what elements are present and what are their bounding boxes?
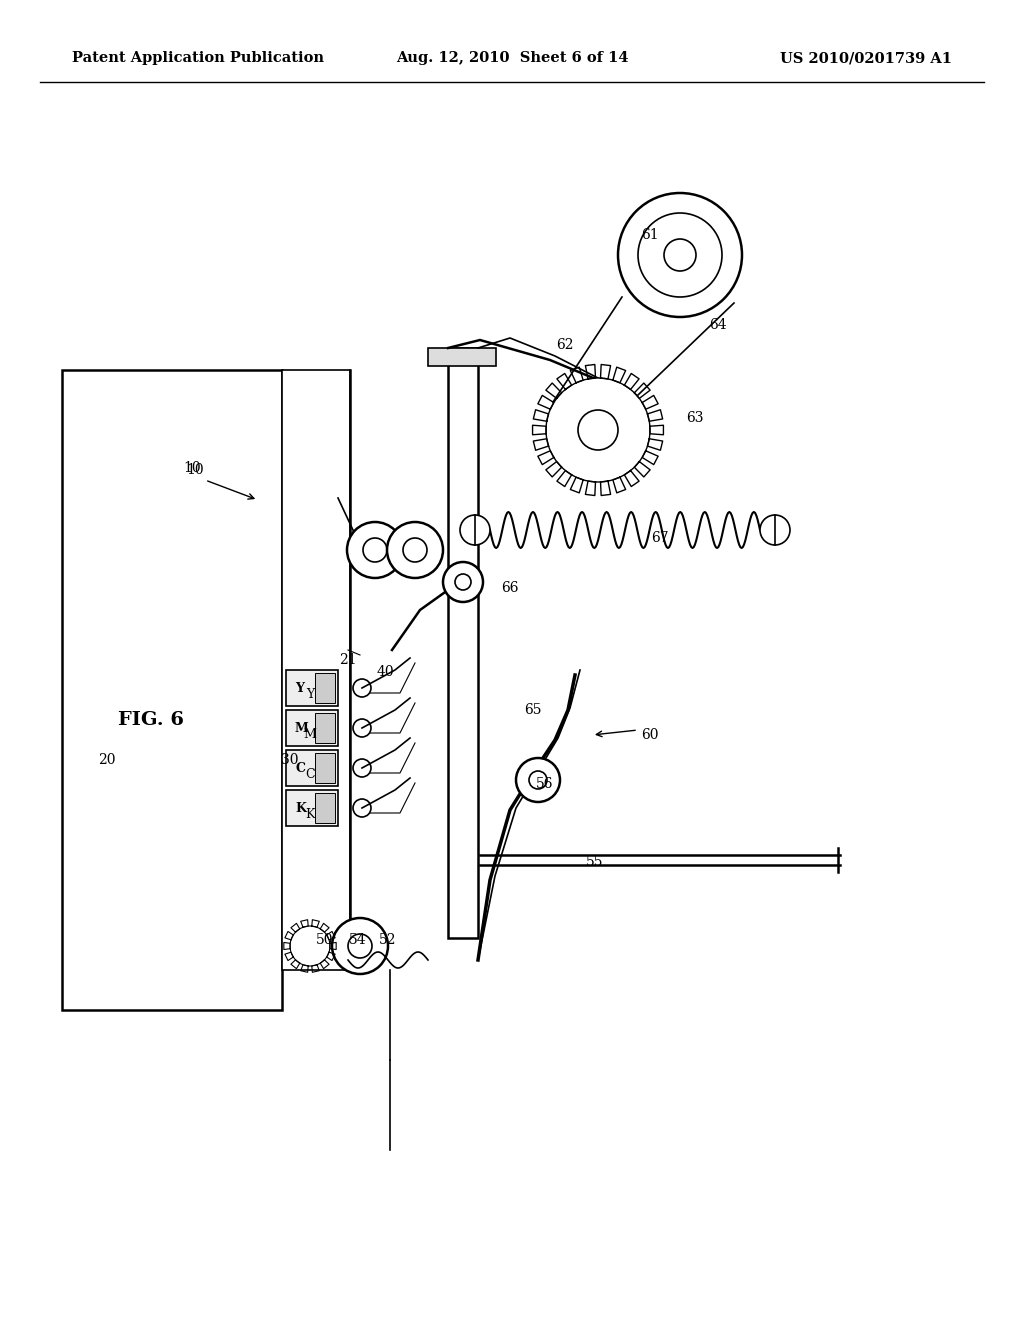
Text: 30: 30 <box>282 752 299 767</box>
Text: 67: 67 <box>651 531 669 545</box>
Text: 52: 52 <box>379 933 396 946</box>
Circle shape <box>298 935 322 958</box>
Circle shape <box>563 395 633 465</box>
Text: 50: 50 <box>316 933 334 946</box>
Text: 55: 55 <box>587 855 604 869</box>
Text: 10: 10 <box>186 463 204 477</box>
Text: 56: 56 <box>537 777 554 791</box>
Text: 20: 20 <box>98 752 116 767</box>
Text: K: K <box>305 808 314 821</box>
Circle shape <box>618 193 742 317</box>
Circle shape <box>443 562 483 602</box>
Bar <box>315 673 335 704</box>
Circle shape <box>664 239 696 271</box>
Text: 62: 62 <box>556 338 573 352</box>
Circle shape <box>353 678 371 697</box>
Circle shape <box>760 515 790 545</box>
Circle shape <box>347 521 403 578</box>
Text: Patent Application Publication: Patent Application Publication <box>72 51 324 65</box>
Circle shape <box>638 213 722 297</box>
Text: 63: 63 <box>686 411 703 425</box>
Text: 21: 21 <box>339 653 356 667</box>
Bar <box>62 370 282 1010</box>
Circle shape <box>353 799 371 817</box>
Bar <box>286 789 338 826</box>
Text: US 2010/0201739 A1: US 2010/0201739 A1 <box>780 51 952 65</box>
Circle shape <box>460 515 490 545</box>
Circle shape <box>529 771 547 789</box>
Text: FIG. 6: FIG. 6 <box>118 711 184 729</box>
Text: 10: 10 <box>183 461 201 475</box>
Circle shape <box>362 539 387 562</box>
Text: Y: Y <box>306 689 314 701</box>
Circle shape <box>546 378 650 482</box>
Bar <box>428 348 496 366</box>
Circle shape <box>290 927 330 966</box>
Text: 60: 60 <box>641 729 658 742</box>
Text: M: M <box>295 722 309 734</box>
Bar <box>286 750 338 785</box>
Circle shape <box>403 539 427 562</box>
Circle shape <box>387 521 443 578</box>
Circle shape <box>353 719 371 737</box>
Text: 40: 40 <box>376 665 394 678</box>
Text: 61: 61 <box>641 228 658 242</box>
Bar <box>282 370 350 970</box>
Circle shape <box>455 574 471 590</box>
Bar <box>315 713 335 743</box>
Bar <box>286 710 338 746</box>
Circle shape <box>353 759 371 777</box>
Bar <box>315 752 335 783</box>
Text: C: C <box>295 762 305 775</box>
Circle shape <box>578 411 618 450</box>
Circle shape <box>332 917 388 974</box>
Circle shape <box>516 758 560 803</box>
Bar <box>449 348 478 939</box>
Text: Y: Y <box>295 681 304 694</box>
Text: K: K <box>295 801 306 814</box>
Text: M: M <box>303 729 316 742</box>
Text: C: C <box>305 768 314 781</box>
Text: 64: 64 <box>710 318 727 333</box>
Text: Aug. 12, 2010  Sheet 6 of 14: Aug. 12, 2010 Sheet 6 of 14 <box>395 51 629 65</box>
Circle shape <box>348 935 372 958</box>
Text: 65: 65 <box>524 704 542 717</box>
Text: 66: 66 <box>502 581 519 595</box>
Text: 54: 54 <box>349 933 367 946</box>
Bar <box>286 671 338 706</box>
Bar <box>315 793 335 822</box>
